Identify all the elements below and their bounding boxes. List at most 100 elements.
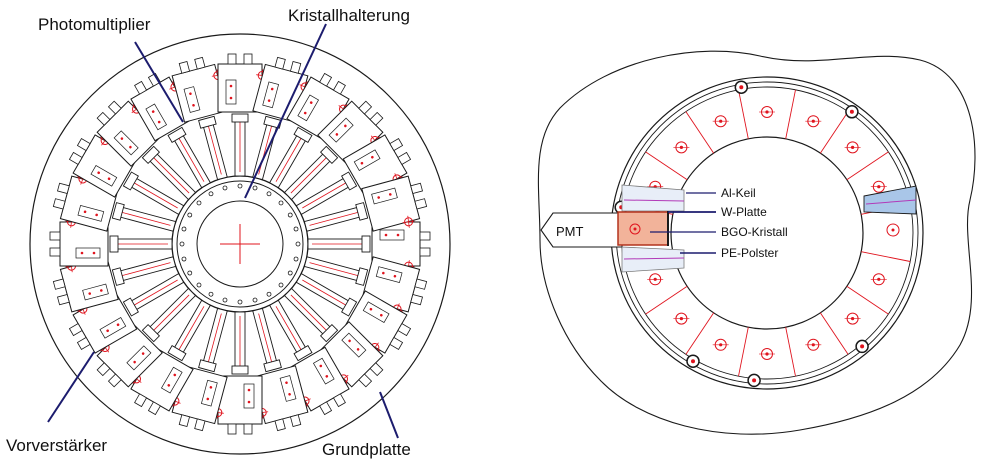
board-dot	[270, 87, 274, 91]
circuit-board	[90, 164, 118, 187]
segment-divider	[846, 151, 889, 181]
detector-slot-right	[863, 185, 917, 237]
inner-ring-inner	[196, 200, 284, 288]
rod-clamp	[111, 202, 125, 221]
detector-module	[287, 134, 412, 218]
bolt-hole-center	[739, 85, 744, 90]
connector	[289, 414, 302, 427]
rod-clamp	[198, 359, 217, 373]
bgo-crystal	[617, 211, 669, 246]
rod-clamp	[109, 235, 119, 253]
label-grundplatte: Grundplatte	[322, 440, 411, 459]
inner-bolt	[187, 212, 193, 218]
segment-divider	[785, 327, 796, 377]
board-dot	[348, 339, 351, 343]
inner-bolt	[222, 297, 228, 303]
connector	[76, 138, 91, 152]
connector	[332, 80, 346, 95]
connector	[274, 418, 286, 432]
inner-bolt	[252, 185, 258, 191]
board-dot	[285, 381, 288, 384]
board-dot	[356, 348, 360, 351]
connector	[147, 401, 161, 416]
inner-bolt	[208, 291, 214, 297]
rod-axis	[177, 306, 205, 352]
inner-bolt	[266, 291, 272, 297]
rod-axis	[258, 313, 273, 364]
detector-module	[211, 299, 263, 435]
board-dot	[371, 155, 374, 159]
pmt-housing	[540, 212, 623, 248]
connector	[319, 72, 333, 87]
inner-bolt	[187, 270, 193, 276]
board-dot	[344, 124, 347, 128]
rod-clamp	[355, 267, 369, 286]
rod-clamp	[122, 171, 139, 191]
board-dot	[97, 171, 100, 175]
circuit-board	[353, 149, 381, 172]
segment-divider	[685, 312, 715, 355]
detector-slot-left	[540, 184, 685, 273]
connector	[389, 336, 404, 350]
preamp-box	[361, 175, 421, 232]
pe-pad-lower-line	[623, 257, 685, 260]
circuit-board	[297, 94, 320, 122]
board-dot	[229, 96, 233, 100]
rod-clamp	[341, 297, 358, 317]
board-dot	[382, 271, 385, 275]
connector	[68, 323, 83, 337]
rod-clamp	[141, 323, 161, 343]
connector	[289, 61, 302, 74]
connector	[76, 336, 91, 350]
inner-bolt	[179, 241, 185, 247]
inner-bolt	[252, 297, 258, 303]
connector	[332, 393, 346, 408]
label-pe-polster: PE-Polster	[721, 246, 779, 260]
board-dot	[83, 210, 87, 214]
circuit-board	[243, 383, 255, 409]
connector	[194, 56, 206, 70]
connector	[96, 111, 111, 126]
rod-axis	[120, 211, 171, 226]
detector-module	[278, 100, 384, 206]
connector	[410, 182, 423, 195]
board-dot	[303, 111, 307, 115]
al-wedge-upper	[621, 184, 685, 212]
connector	[227, 423, 237, 435]
connector	[134, 80, 148, 95]
inner-bolt	[287, 270, 293, 276]
segment-divider	[738, 89, 749, 139]
right-slot-dot	[891, 228, 895, 232]
label-vorverstaerker: Vorverstärker	[6, 436, 108, 455]
segment-divider	[645, 151, 688, 181]
connector	[107, 373, 122, 388]
label-w-platte: W-Platte	[721, 205, 767, 219]
segment-divider	[861, 251, 911, 262]
rod-axis	[309, 211, 360, 226]
inner-bolt	[293, 226, 299, 232]
inner-bolt	[196, 200, 202, 206]
detector-module	[130, 72, 214, 197]
mount-hole	[402, 215, 415, 228]
connector	[419, 231, 431, 241]
board-dot	[192, 104, 195, 107]
rod-axis	[275, 306, 303, 352]
circuit-board	[145, 103, 168, 131]
circuit-board	[371, 187, 398, 205]
circuit-board	[262, 81, 280, 109]
rod-axis	[302, 181, 348, 209]
inner-bolt	[222, 185, 228, 191]
board-dot	[173, 373, 177, 377]
board-dot	[335, 133, 339, 136]
rod-clamp	[293, 126, 313, 143]
board-dot	[229, 84, 233, 88]
connector	[178, 61, 191, 74]
detector-module	[52, 256, 187, 313]
board-dot	[396, 233, 400, 237]
rod-clamp	[231, 113, 249, 123]
rod-clamp	[141, 145, 161, 165]
detector-module	[49, 215, 185, 267]
rod-clamp	[198, 115, 217, 129]
connector	[410, 293, 423, 306]
detector-module	[293, 175, 428, 232]
